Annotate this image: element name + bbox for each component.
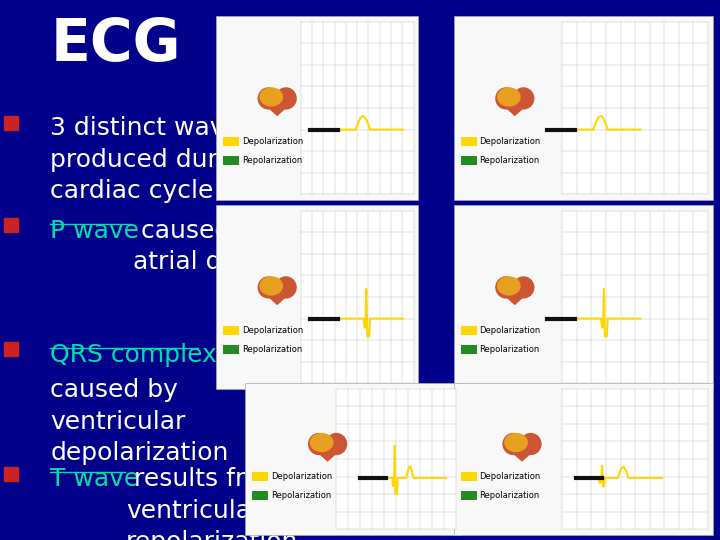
FancyBboxPatch shape [216, 16, 418, 200]
Ellipse shape [504, 433, 528, 452]
Ellipse shape [275, 87, 297, 110]
Polygon shape [258, 287, 297, 305]
FancyBboxPatch shape [461, 491, 477, 500]
Ellipse shape [497, 87, 521, 106]
FancyBboxPatch shape [223, 345, 239, 354]
Text: ECG: ECG [50, 16, 181, 73]
FancyBboxPatch shape [301, 211, 413, 383]
FancyBboxPatch shape [4, 342, 18, 356]
Polygon shape [258, 98, 297, 116]
FancyBboxPatch shape [223, 137, 239, 146]
FancyBboxPatch shape [461, 137, 477, 146]
Ellipse shape [503, 433, 524, 455]
Text: Depolarization: Depolarization [271, 472, 332, 481]
FancyBboxPatch shape [562, 211, 708, 383]
FancyBboxPatch shape [454, 205, 713, 389]
Polygon shape [495, 287, 534, 305]
Ellipse shape [275, 276, 297, 299]
FancyBboxPatch shape [223, 326, 239, 335]
FancyBboxPatch shape [336, 389, 456, 529]
Polygon shape [503, 444, 541, 462]
FancyBboxPatch shape [216, 205, 418, 389]
Ellipse shape [258, 276, 279, 299]
FancyBboxPatch shape [223, 156, 239, 165]
Text: 3 distinct waves are
produced during
cardiac cycle: 3 distinct waves are produced during car… [50, 116, 302, 203]
Text: Depolarization: Depolarization [480, 326, 541, 335]
Ellipse shape [310, 433, 333, 452]
Text: Repolarization: Repolarization [242, 345, 302, 354]
Text: caused by
ventricular
depolarization: caused by ventricular depolarization [50, 378, 229, 465]
FancyBboxPatch shape [4, 218, 18, 232]
Ellipse shape [259, 276, 283, 295]
FancyBboxPatch shape [245, 383, 461, 535]
Text: results from
ventricular
repolarization: results from ventricular repolarization [126, 467, 298, 540]
FancyBboxPatch shape [301, 22, 413, 194]
FancyBboxPatch shape [252, 491, 268, 500]
FancyBboxPatch shape [252, 472, 268, 481]
FancyBboxPatch shape [461, 472, 477, 481]
FancyBboxPatch shape [562, 22, 708, 194]
Text: P wave: P wave [50, 219, 140, 242]
Text: Repolarization: Repolarization [480, 156, 540, 165]
FancyBboxPatch shape [4, 467, 18, 481]
Ellipse shape [513, 87, 534, 110]
Text: Depolarization: Depolarization [480, 472, 541, 481]
Ellipse shape [495, 87, 517, 110]
Ellipse shape [513, 276, 534, 299]
Ellipse shape [520, 433, 541, 455]
Text: QRS complex: QRS complex [50, 343, 217, 367]
FancyBboxPatch shape [461, 326, 477, 335]
Text: Repolarization: Repolarization [242, 156, 302, 165]
Text: Repolarization: Repolarization [480, 345, 540, 354]
Text: Depolarization: Depolarization [480, 137, 541, 146]
Polygon shape [495, 98, 534, 116]
Text: caused by
atrial depolarization: caused by atrial depolarization [133, 219, 384, 274]
Text: T wave: T wave [50, 467, 140, 491]
Text: Repolarization: Repolarization [271, 491, 331, 500]
Ellipse shape [308, 433, 330, 455]
FancyBboxPatch shape [562, 389, 708, 529]
FancyBboxPatch shape [461, 345, 477, 354]
Text: Repolarization: Repolarization [480, 491, 540, 500]
FancyBboxPatch shape [454, 383, 713, 535]
FancyBboxPatch shape [454, 16, 713, 200]
Ellipse shape [495, 276, 517, 299]
FancyBboxPatch shape [4, 116, 18, 130]
Polygon shape [308, 444, 348, 462]
Text: Depolarization: Depolarization [242, 137, 303, 146]
Text: Depolarization: Depolarization [242, 326, 303, 335]
Ellipse shape [497, 276, 521, 295]
FancyBboxPatch shape [461, 156, 477, 165]
Ellipse shape [325, 433, 347, 455]
Ellipse shape [258, 87, 279, 110]
Ellipse shape [259, 87, 283, 106]
